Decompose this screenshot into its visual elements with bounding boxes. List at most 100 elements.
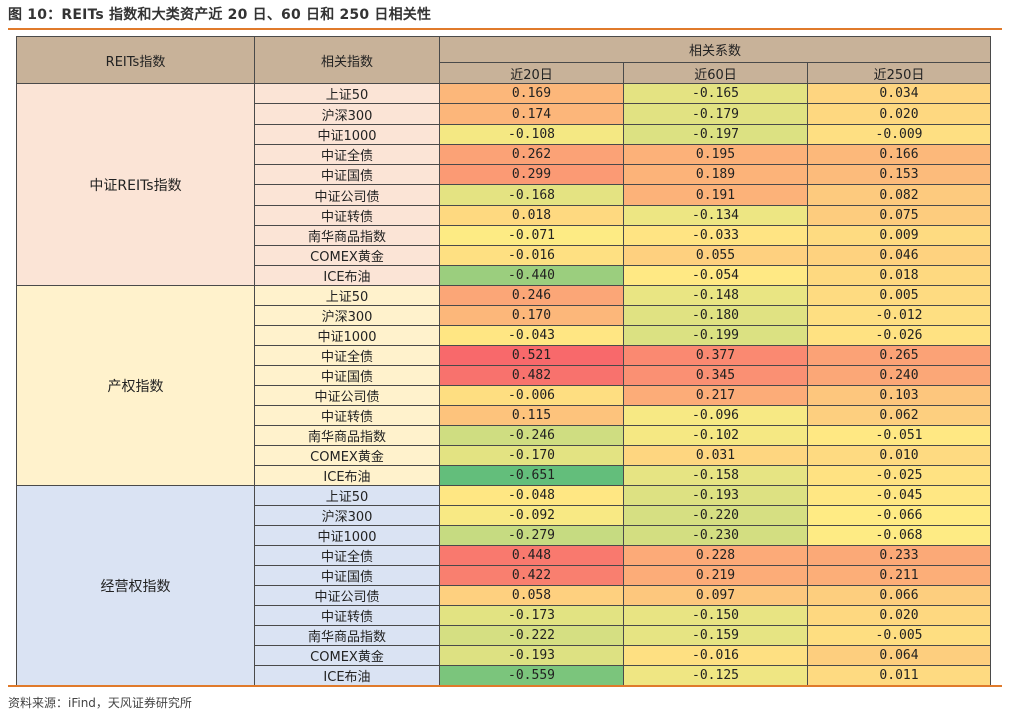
correlation-value: 0.448 xyxy=(439,545,624,566)
table-row: 中证1000 -0.043 -0.199 -0.026 xyxy=(17,325,991,346)
figure-title: 图 10：REITs 指数和大类资产近 20 日、60 日和 250 日相关性 xyxy=(8,7,432,23)
correlation-value: 0.018 xyxy=(807,265,991,286)
table-row: 中证国债 0.299 0.189 0.153 xyxy=(17,164,991,185)
table-row: 中证国债 0.482 0.345 0.240 xyxy=(17,365,991,386)
correlation-value: -0.016 xyxy=(439,245,624,266)
related-index-cell: 沪深300 xyxy=(254,305,440,326)
related-index-cell: 沪深300 xyxy=(254,505,440,526)
table-row: ICE布油 -0.559 -0.125 0.011 xyxy=(17,665,991,686)
correlation-value: -0.025 xyxy=(807,465,991,486)
correlation-value: -0.222 xyxy=(439,625,624,646)
related-index-cell: COMEX黄金 xyxy=(254,245,440,266)
table-row: COMEX黄金 -0.193 -0.016 0.064 xyxy=(17,645,991,666)
correlation-value: 0.031 xyxy=(623,445,808,466)
correlation-value: 0.345 xyxy=(623,365,808,386)
correlation-value: -0.102 xyxy=(623,425,808,446)
correlation-value: 0.005 xyxy=(807,285,991,306)
related-index-cell: 上证50 xyxy=(254,83,440,104)
correlation-value: -0.096 xyxy=(623,405,808,426)
table-row: ICE布油 -0.440 -0.054 0.018 xyxy=(17,265,991,286)
correlation-value: 0.010 xyxy=(807,445,991,466)
related-index-cell: COMEX黄金 xyxy=(254,445,440,466)
related-index-cell: 中证全债 xyxy=(254,545,440,566)
group-label: 中证REITs指数 xyxy=(16,83,255,286)
bottom-rule xyxy=(8,685,1002,687)
related-index-cell: 南华商品指数 xyxy=(254,225,440,246)
related-index-cell: 沪深300 xyxy=(254,103,440,125)
correlation-value: 0.046 xyxy=(807,245,991,266)
table-row: 中证全债 0.262 0.195 0.166 xyxy=(17,144,991,165)
table-row: COMEX黄金 -0.170 0.031 0.010 xyxy=(17,445,991,466)
related-index-cell: 中证公司债 xyxy=(254,585,440,606)
correlation-value: 0.246 xyxy=(439,285,624,306)
table-row: ICE布油 -0.651 -0.158 -0.025 xyxy=(17,465,991,486)
correlation-value: 0.103 xyxy=(807,385,991,406)
table-row: 中证国债 0.422 0.219 0.211 xyxy=(17,565,991,586)
correlation-value: 0.020 xyxy=(807,103,991,125)
correlation-value: 0.034 xyxy=(807,83,991,104)
correlation-value: -0.026 xyxy=(807,325,991,346)
correlation-value: -0.193 xyxy=(623,485,808,506)
related-index-cell: 中证全债 xyxy=(254,345,440,366)
related-index-cell: 中证全债 xyxy=(254,144,440,165)
correlation-value: 0.195 xyxy=(623,144,808,165)
table-row: 中证公司债 -0.168 0.191 0.082 xyxy=(17,184,991,206)
related-index-cell: 中证1000 xyxy=(254,325,440,346)
correlation-value: -0.125 xyxy=(623,665,808,686)
table-row: 中证公司债 -0.006 0.217 0.103 xyxy=(17,385,991,406)
correlation-value: -0.048 xyxy=(439,485,624,506)
source-note: 资料来源：iFind，天风证券研究所 xyxy=(8,696,192,710)
table-row: 南华商品指数 -0.071 -0.033 0.009 xyxy=(17,225,991,246)
related-index-cell: 中证公司债 xyxy=(254,184,440,206)
correlation-value: -0.108 xyxy=(439,124,624,145)
top-rule xyxy=(8,28,1002,30)
correlation-value: -0.170 xyxy=(439,445,624,466)
correlation-value: -0.054 xyxy=(623,265,808,286)
correlation-value: -0.159 xyxy=(623,625,808,646)
correlation-value: 0.521 xyxy=(439,345,624,366)
correlation-value: -0.180 xyxy=(623,305,808,326)
table-row: 产权指数 上证50 0.246 -0.148 0.005 xyxy=(16,285,991,486)
related-index-cell: 中证1000 xyxy=(254,124,440,145)
related-index-cell: 中证国债 xyxy=(254,565,440,586)
group-label: 产权指数 xyxy=(16,285,255,486)
correlation-value: 0.020 xyxy=(807,605,991,626)
correlation-value: 0.153 xyxy=(807,164,991,185)
correlation-value: -0.158 xyxy=(623,465,808,486)
header-period-20d: 近20日 xyxy=(439,62,624,84)
correlation-value: -0.066 xyxy=(807,505,991,526)
header-related-index: 相关指数 xyxy=(254,36,440,84)
correlation-value: -0.016 xyxy=(623,645,808,666)
correlation-value: 0.009 xyxy=(807,225,991,246)
correlation-value: 0.191 xyxy=(623,184,808,206)
table-row: 沪深300 0.170 -0.180 -0.012 xyxy=(17,305,991,326)
correlation-value: -0.193 xyxy=(439,645,624,666)
correlation-value: -0.068 xyxy=(807,525,991,546)
correlation-value: -0.197 xyxy=(623,124,808,145)
correlation-value: 0.170 xyxy=(439,305,624,326)
correlation-value: 0.066 xyxy=(807,585,991,606)
correlation-value: -0.559 xyxy=(439,665,624,686)
correlation-value: 0.115 xyxy=(439,405,624,426)
correlation-value: 0.422 xyxy=(439,565,624,586)
correlation-value: 0.064 xyxy=(807,645,991,666)
table-row: 经营权指数 上证50 -0.048 -0.193 -0.045 xyxy=(16,485,991,686)
correlation-value: 0.011 xyxy=(807,665,991,686)
related-index-cell: 中证转债 xyxy=(254,605,440,626)
correlation-value: -0.165 xyxy=(623,83,808,104)
correlation-value: -0.009 xyxy=(807,124,991,145)
related-index-cell: 上证50 xyxy=(254,485,440,506)
table-row: 中证公司债 0.058 0.097 0.066 xyxy=(17,585,991,606)
table-row: 中证转债 0.018 -0.134 0.075 xyxy=(17,205,991,226)
correlation-value: 0.082 xyxy=(807,184,991,206)
correlation-value: -0.651 xyxy=(439,465,624,486)
correlation-value: -0.440 xyxy=(439,265,624,286)
table-row: 中证REITs指数 上证50 0.169 -0.165 0.034 xyxy=(16,83,991,286)
group-label: 经营权指数 xyxy=(16,485,255,686)
related-index-cell: 中证国债 xyxy=(254,365,440,386)
correlation-value: 0.265 xyxy=(807,345,991,366)
correlation-value: -0.092 xyxy=(439,505,624,526)
correlation-value: -0.150 xyxy=(623,605,808,626)
correlation-value: -0.179 xyxy=(623,103,808,125)
related-index-cell: 中证1000 xyxy=(254,525,440,546)
